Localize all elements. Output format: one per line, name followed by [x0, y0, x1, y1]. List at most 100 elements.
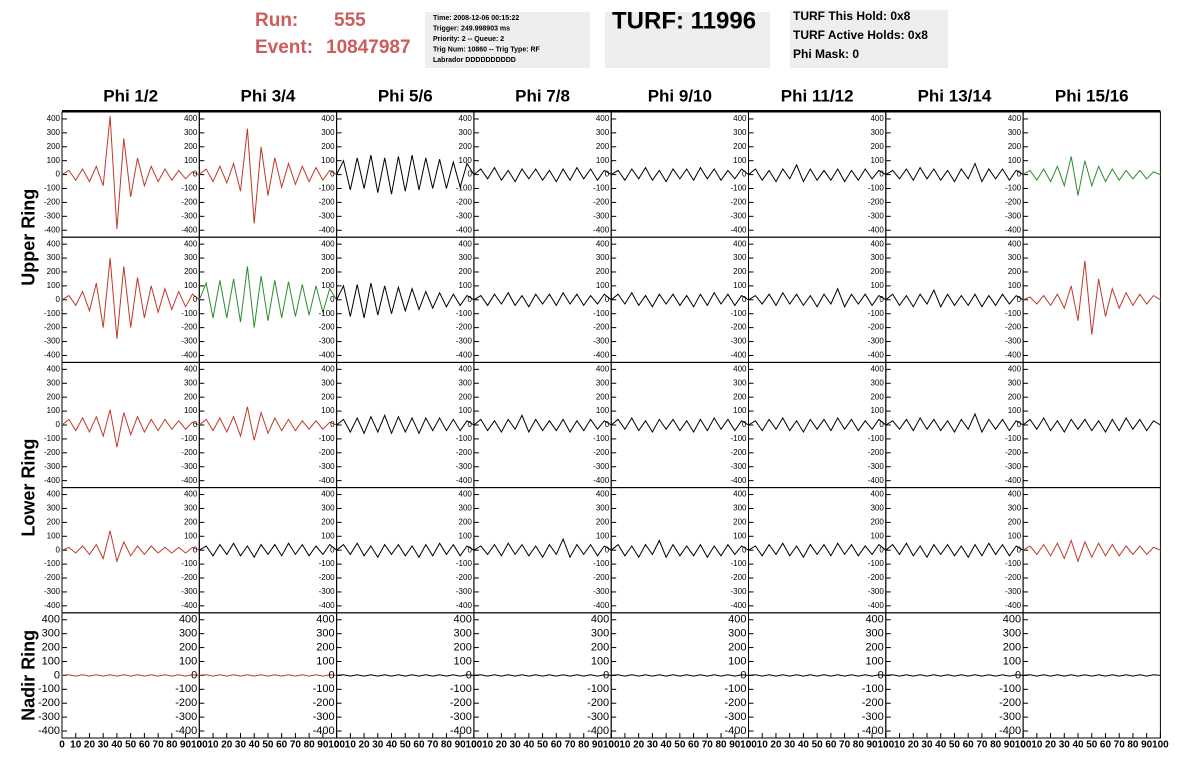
y-tick-label: -100	[1005, 434, 1022, 443]
x-tick-label: 10	[345, 740, 357, 751]
y-tick-label: -100	[319, 309, 336, 318]
y-tick-label: -400	[730, 351, 747, 360]
y-tick-label: -300	[181, 211, 198, 220]
y-tick-label: -100	[450, 683, 472, 695]
y-tick-label: -400	[38, 725, 60, 737]
y-tick-label: 300	[321, 253, 335, 262]
x-tick-label: 10	[207, 740, 219, 751]
y-tick-label: -100	[181, 309, 198, 318]
y-tick-label: 400	[459, 364, 473, 373]
y-tick-label: 300	[42, 628, 60, 640]
x-tick-label: 100	[328, 740, 345, 751]
waveform	[198, 128, 337, 224]
y-tick-label: 300	[733, 378, 747, 387]
y-tick-label: 100	[596, 156, 610, 165]
y-tick-label: 300	[184, 253, 198, 262]
waveform	[336, 542, 475, 559]
y-tick-label: 100	[459, 406, 473, 415]
info-box	[425, 12, 590, 68]
x-tick-label: 10	[482, 740, 494, 751]
y-tick-label: -200	[456, 323, 473, 332]
x-tick-label: 60	[1100, 740, 1112, 751]
y-tick-label: -200	[593, 323, 610, 332]
waveform	[1022, 156, 1161, 196]
y-tick-label: 0	[605, 170, 610, 179]
waveform	[61, 674, 200, 677]
waveform	[885, 412, 1024, 434]
x-tick-label: 40	[1072, 740, 1084, 751]
y-tick-label: -200	[319, 323, 336, 332]
y-tick-label: 0	[328, 669, 334, 681]
y-tick-label: -200	[38, 697, 60, 709]
y-tick-label: 400	[321, 239, 335, 248]
y-tick-label: -300	[593, 462, 610, 471]
x-tick-label: 80	[578, 740, 590, 751]
y-tick-label: 400	[47, 114, 61, 123]
y-tick-label: 0	[330, 295, 335, 304]
y-tick-label: 200	[321, 142, 335, 151]
y-tick-label: 300	[1003, 628, 1021, 640]
y-tick-label: -100	[862, 683, 884, 695]
waveform	[473, 537, 612, 559]
x-tick-label: 40	[386, 740, 398, 751]
y-tick-label: 0	[1017, 295, 1022, 304]
y-tick-label: -300	[593, 587, 610, 596]
y-tick-label: 0	[193, 170, 198, 179]
y-tick-label: -200	[868, 323, 885, 332]
y-tick-label: -400	[1005, 476, 1022, 485]
y-tick-label: 300	[47, 253, 61, 262]
x-tick-label: 20	[908, 740, 920, 751]
y-tick-label: 100	[47, 156, 61, 165]
y-tick-label: -100	[456, 309, 473, 318]
waveform	[199, 674, 337, 677]
y-tick-label: -300	[593, 337, 610, 346]
y-tick-label: 0	[193, 420, 198, 429]
y-tick-label: -400	[593, 601, 610, 610]
y-tick-label: 200	[733, 142, 747, 151]
waveform	[610, 291, 749, 308]
y-tick-label: 200	[321, 517, 335, 526]
panel-frame	[473, 111, 612, 238]
y-tick-label: -400	[319, 601, 336, 610]
y-tick-label: -400	[593, 225, 610, 234]
x-tick-label: 20	[633, 740, 645, 751]
y-tick-label: -300	[730, 337, 747, 346]
y-tick-label: 0	[605, 295, 610, 304]
waveform	[1022, 260, 1161, 335]
y-tick-label: -100	[999, 683, 1021, 695]
x-tick-label: 90	[867, 740, 879, 751]
waveform	[61, 409, 200, 448]
y-tick-label: -100	[181, 559, 198, 568]
panel-frame	[1022, 612, 1161, 739]
y-tick-label: -200	[313, 697, 335, 709]
waveform	[336, 282, 475, 319]
y-tick-label: -400	[868, 601, 885, 610]
x-tick-label: 0	[59, 740, 65, 751]
panel-frame	[61, 111, 200, 238]
y-tick-label: -300	[456, 337, 473, 346]
run-number: 555	[334, 10, 366, 31]
y-tick-label: 400	[184, 114, 198, 123]
y-tick-label: -300	[999, 711, 1021, 723]
y-tick-label: 100	[733, 406, 747, 415]
y-tick-label: -200	[730, 448, 747, 457]
y-tick-label: 200	[321, 392, 335, 401]
y-tick-label: -200	[181, 573, 198, 582]
x-tick-label: 80	[990, 740, 1002, 751]
y-tick-label: -100	[44, 434, 61, 443]
waveform	[473, 166, 612, 183]
y-tick-label: 400	[596, 364, 610, 373]
y-tick-label: 100	[459, 156, 473, 165]
x-tick-label: 30	[921, 740, 933, 751]
y-tick-label: -200	[44, 323, 61, 332]
y-tick-label: -200	[587, 697, 609, 709]
x-tick-label: 10	[894, 740, 906, 751]
y-tick-label: -100	[44, 559, 61, 568]
y-tick-label: -100	[730, 184, 747, 193]
y-tick-label: -100	[593, 184, 610, 193]
y-tick-label: 100	[184, 406, 198, 415]
x-tick-label: 30	[784, 740, 796, 751]
y-tick-label: -200	[181, 198, 198, 207]
y-tick-label: -100	[181, 434, 198, 443]
y-tick-label: 100	[870, 531, 884, 540]
